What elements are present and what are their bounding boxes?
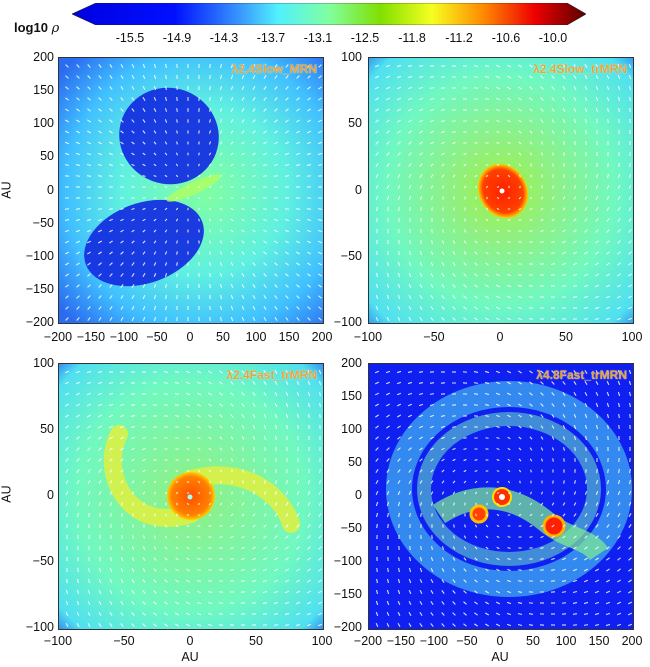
x-tick: 100 (555, 634, 577, 648)
velocity-arrows (64, 63, 323, 322)
y-axis-label: AU (0, 181, 14, 199)
panel-title: λ2.4Slow_trMRN (532, 62, 627, 76)
y-tick: −50 (32, 554, 54, 568)
colorbar-tick: -13.1 (303, 31, 333, 45)
x-tick: −100 (353, 330, 383, 344)
y-tick: −200 (25, 315, 54, 329)
x-axis-label: AU (181, 650, 199, 664)
x-tick: 0 (496, 330, 504, 344)
colorbar-tick: -10.6 (491, 31, 521, 45)
y-tick: −100 (25, 620, 54, 634)
x-tick: 50 (526, 634, 540, 648)
y-axis-label: AU (0, 485, 14, 503)
y-tick: −100 (333, 315, 362, 329)
y-tick: −150 (333, 587, 362, 601)
y-tick: 100 (33, 116, 54, 130)
x-tick: −50 (113, 634, 135, 648)
colorbar-tick: -14.3 (209, 31, 239, 45)
x-tick: 150 (588, 634, 610, 648)
y-tick: 0 (47, 183, 54, 197)
x-tick: 50 (216, 330, 230, 344)
x-tick: 200 (311, 330, 333, 344)
y-tick: −200 (333, 620, 362, 634)
colorbar-tick: -11.2 (445, 31, 473, 45)
x-tick: 100 (311, 634, 333, 648)
colorbar-tick: -14.9 (162, 31, 192, 45)
y-tick: −150 (25, 282, 54, 296)
x-tick: −100 (419, 634, 449, 648)
y-tick: 50 (348, 455, 362, 469)
x-tick: −150 (76, 330, 106, 344)
y-tick: 150 (341, 389, 362, 403)
y-tick: 50 (348, 116, 362, 130)
x-tick: −50 (423, 330, 445, 344)
y-tick: −50 (340, 249, 362, 263)
density-map (59, 58, 323, 323)
y-tick: −100 (333, 554, 362, 568)
y-tick: 100 (341, 50, 362, 64)
colorbar-tick: -12.5 (350, 31, 380, 45)
panel-slow-mrn: λ2.4Slow_MRN (58, 57, 324, 324)
colorbar-label: log10 ρ (14, 20, 60, 36)
y-tick: 200 (33, 50, 54, 64)
x-axis-label: AU (491, 650, 509, 664)
x-tick: −150 (386, 634, 416, 648)
y-tick: 0 (355, 488, 362, 502)
y-tick: 50 (40, 149, 54, 163)
panel-title: λ4.8Fast_trMRN (536, 368, 627, 382)
x-tick: −100 (109, 330, 139, 344)
x-tick: −50 (456, 634, 478, 648)
x-tick: 0 (186, 330, 194, 344)
panel-title: λ2.4Fast_trMRN (226, 368, 317, 382)
colorbar-tick: -11.8 (398, 31, 426, 45)
x-tick: 0 (186, 634, 194, 648)
colorbar-tick: -15.5 (115, 31, 145, 45)
panel-title: λ2.4Slow_MRN (231, 62, 317, 76)
panel-fast-trmrn-4-8: λ4.8Fast_trMRN (368, 363, 634, 630)
density-map (369, 364, 633, 629)
panel-fast-trmrn-2-4: λ2.4Fast_trMRN (58, 363, 324, 630)
colorbar (72, 3, 586, 25)
velocity-arrows (64, 369, 323, 628)
y-tick: −100 (25, 249, 54, 263)
x-tick: −200 (353, 634, 383, 648)
x-tick: 50 (559, 330, 573, 344)
x-tick: −200 (43, 330, 73, 344)
velocity-arrows (374, 369, 633, 628)
y-tick: −50 (32, 216, 54, 230)
colorbar-tick: -10.0 (538, 31, 568, 45)
density-map (59, 364, 323, 629)
y-tick: 0 (47, 488, 54, 502)
y-tick: 100 (33, 356, 54, 370)
y-tick: 100 (341, 422, 362, 436)
density-map (369, 58, 633, 323)
y-tick: 150 (33, 83, 54, 97)
y-tick: −50 (340, 521, 362, 535)
x-tick: −50 (146, 330, 168, 344)
colorbar-tick: -13.7 (256, 31, 286, 45)
y-tick: 200 (341, 356, 362, 370)
x-tick: 150 (278, 330, 300, 344)
velocity-arrows (374, 63, 633, 322)
x-tick: 50 (249, 634, 263, 648)
x-tick: 100 (621, 330, 643, 344)
x-tick: 200 (621, 634, 643, 648)
x-tick: 0 (496, 634, 504, 648)
colorbar-ticks: -15.5 -14.9 -14.3 -13.7 -13.1 -12.5 -11.… (0, 31, 650, 47)
panel-slow-trmrn: λ2.4Slow_trMRN (368, 57, 634, 324)
y-tick: 50 (40, 422, 54, 436)
x-tick: 100 (245, 330, 267, 344)
x-tick: −100 (43, 634, 73, 648)
y-tick: 0 (355, 183, 362, 197)
